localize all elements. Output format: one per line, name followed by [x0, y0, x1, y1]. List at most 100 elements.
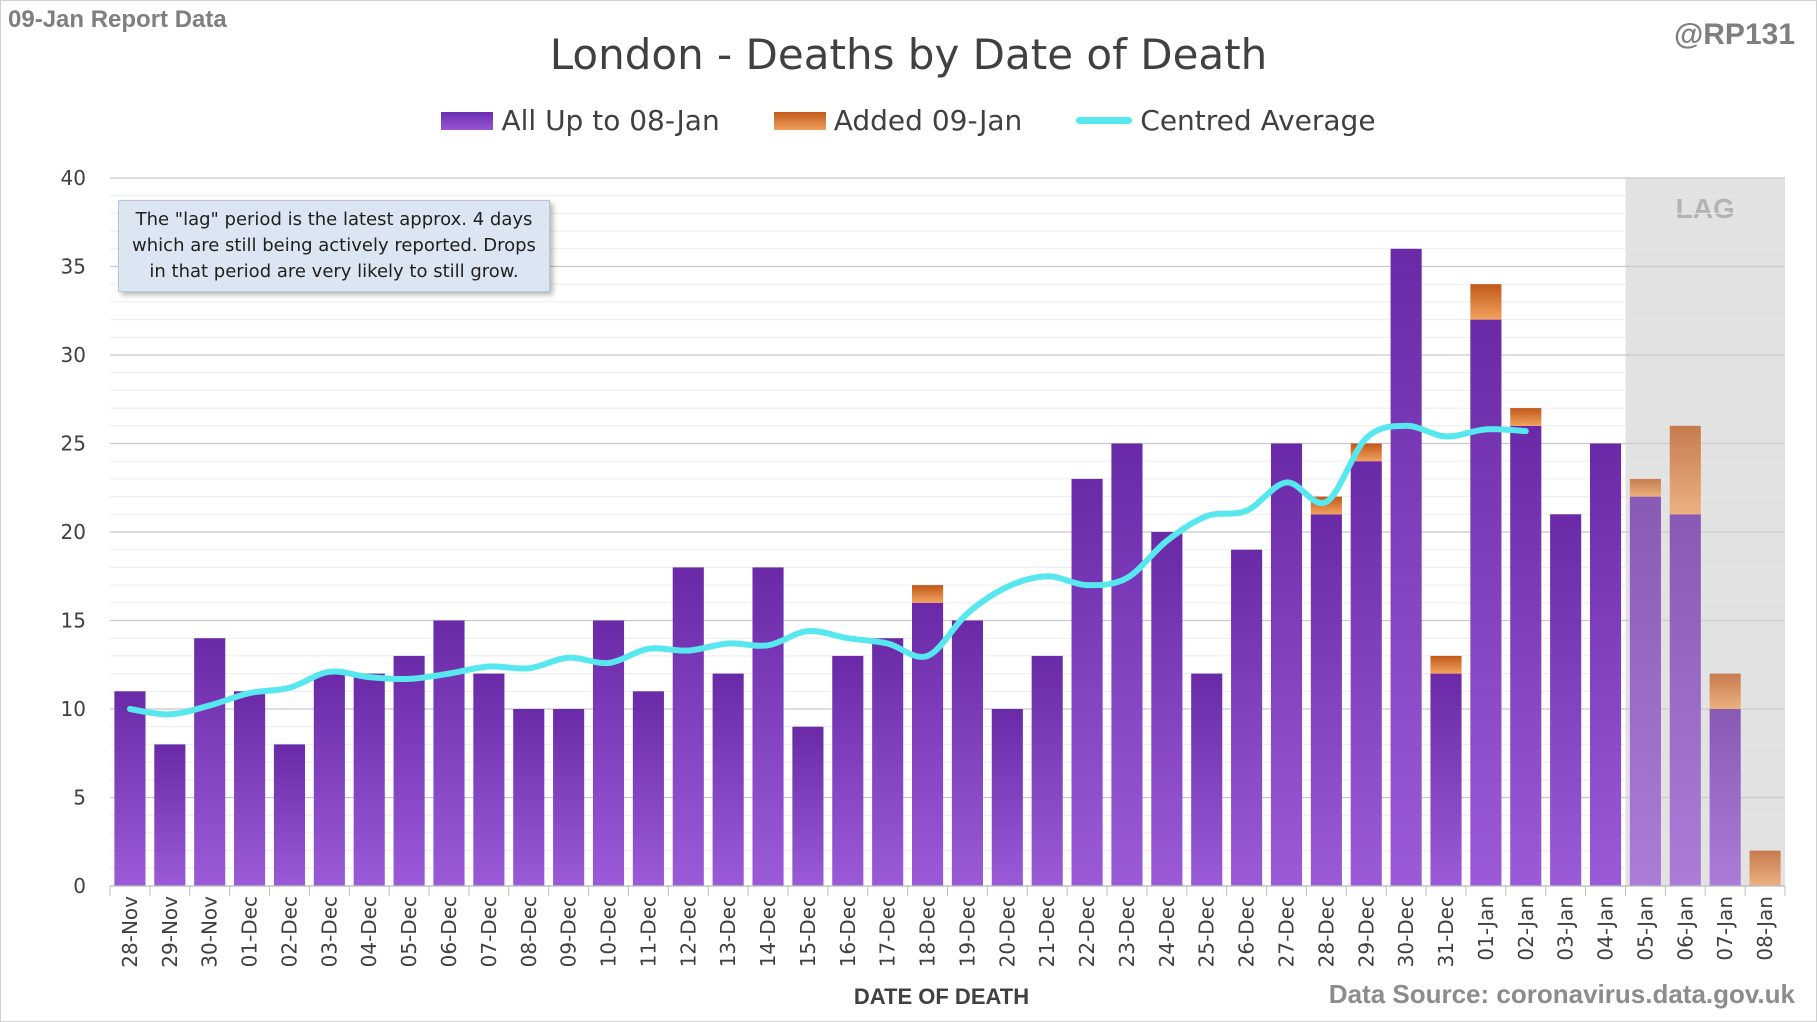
x-tick-label: 14-Dec [756, 896, 780, 967]
x-tick-label: 01-Dec [238, 896, 262, 967]
bar-all-24-Dec [1151, 532, 1183, 886]
x-tick-label: 31-Dec [1434, 896, 1458, 967]
bar-all-30-Dec [1390, 248, 1422, 887]
bar-all-23-Dec [1111, 443, 1143, 886]
x-tick-label: 09-Dec [557, 896, 581, 967]
bar-all-01-Dec [234, 691, 266, 886]
lag-note: The "lag" period is the latest approx. 4… [118, 200, 550, 292]
y-tick-label: 15 [61, 609, 86, 633]
bar-all-15-Dec [792, 726, 824, 886]
legend-swatch-purple [441, 111, 494, 130]
x-tick-label: 03-Dec [317, 896, 341, 967]
x-tick-label: 07-Jan [1713, 896, 1737, 961]
legend-item-all: All Up to 08-Jan [441, 104, 720, 137]
legend-swatch-line [1076, 117, 1133, 124]
bar-added-31-Dec [1430, 655, 1462, 674]
x-tick-label: 26-Dec [1235, 896, 1259, 967]
x-tick-label: 24-Dec [1155, 896, 1179, 967]
bar-all-02-Dec [273, 744, 306, 886]
bar-all-19-Dec [951, 620, 983, 886]
bar-all-26-Dec [1231, 549, 1263, 886]
x-tick-label: 05-Jan [1633, 896, 1657, 961]
bar-all-13-Dec [712, 673, 744, 886]
y-tick-label: 20 [61, 520, 86, 544]
x-tick-label: 04-Dec [357, 896, 381, 967]
centred-average-line [126, 422, 1529, 718]
x-tick-label: 10-Dec [597, 896, 621, 967]
bar-all-30-Nov [194, 638, 226, 886]
x-tick-label: 08-Dec [517, 896, 541, 967]
bar-all-29-Nov [154, 744, 186, 886]
x-tick-label: 28-Dec [1314, 896, 1338, 967]
x-tick-label: 01-Jan [1474, 896, 1498, 961]
bar-added-01-Jan [1470, 284, 1502, 320]
x-tick-label: 25-Dec [1195, 896, 1219, 967]
x-tick-label: 29-Nov [158, 896, 182, 968]
x-tick-label: 19-Dec [955, 896, 979, 967]
bar-all-16-Dec [832, 655, 864, 886]
y-tick-label: 10 [61, 697, 86, 721]
author-handle: @RP131 [1674, 18, 1795, 51]
bar-all-28-Dec [1310, 514, 1342, 886]
bar-all-12-Dec [672, 567, 704, 886]
x-tick-label: 30-Nov [198, 896, 222, 968]
legend-swatch-orange [773, 111, 826, 130]
x-tick-label: 08-Jan [1753, 896, 1777, 961]
lag-label: LAG [1676, 193, 1735, 224]
report-label: 09-Jan Report Data [8, 6, 227, 33]
bar-all-05-Jan [1629, 496, 1661, 886]
legend-label-average: Centred Average [1140, 104, 1376, 137]
bar-all-11-Dec [632, 691, 664, 886]
bar-added-06-Jan [1669, 425, 1701, 515]
x-tick-label: 02-Dec [277, 896, 301, 967]
x-tick-label: 28-Nov [118, 896, 142, 968]
x-tick-label: 21-Dec [1035, 896, 1059, 967]
bar-all-08-Dec [513, 709, 545, 886]
y-tick-label: 30 [61, 343, 86, 367]
x-tick-label: 18-Dec [916, 896, 940, 967]
bar-all-14-Dec [752, 567, 784, 886]
y-tick-label: 35 [61, 255, 86, 279]
x-tick-label: 17-Dec [876, 896, 900, 967]
y-tick-label: 5 [73, 786, 86, 810]
y-tick-label: 25 [61, 432, 86, 456]
data-source: Data Source: coronavirus.data.gov.uk [1328, 979, 1795, 1009]
bar-all-25-Dec [1191, 673, 1223, 886]
bar-all-05-Dec [393, 655, 425, 886]
bar-all-04-Jan [1589, 443, 1622, 886]
bar-all-02-Jan [1510, 425, 1542, 886]
bar-all-29-Dec [1350, 461, 1382, 886]
bar-added-02-Jan [1510, 408, 1542, 426]
y-tick-label: 40 [61, 166, 86, 190]
bar-added-08-Jan [1749, 850, 1781, 886]
legend-label-added: Added 09-Jan [833, 104, 1023, 137]
x-tick-label: 06-Dec [437, 896, 461, 967]
x-tick-label: 05-Dec [397, 896, 421, 967]
bar-all-27-Dec [1270, 443, 1303, 886]
bar-all-06-Jan [1669, 514, 1701, 886]
bar-all-06-Dec [433, 620, 465, 886]
x-tick-label: 30-Dec [1394, 896, 1418, 967]
legend-item-average: Centred Average [1076, 104, 1376, 137]
x-tick-label: 23-Dec [1115, 896, 1139, 967]
x-tick-label: 15-Dec [796, 896, 820, 967]
bar-all-22-Dec [1071, 478, 1103, 886]
chart-title: London - Deaths by Date of Death [549, 30, 1268, 79]
bar-all-07-Dec [473, 673, 505, 886]
bar-all-21-Dec [1031, 655, 1063, 886]
bar-all-09-Dec [553, 709, 585, 886]
x-tick-label: 27-Dec [1274, 896, 1298, 967]
bar-all-03-Dec [313, 673, 345, 886]
bar-all-17-Dec [872, 638, 904, 886]
lag-overlay [1625, 178, 1785, 886]
bar-all-28-Nov [114, 691, 146, 886]
bar-added-07-Jan [1709, 673, 1741, 709]
x-tick-label: 22-Dec [1075, 896, 1099, 967]
x-tick-label: 07-Dec [477, 896, 501, 967]
x-tick-label: 12-Dec [676, 896, 700, 967]
x-tick-label: 29-Dec [1354, 896, 1378, 967]
legend-label-all: All Up to 08-Jan [501, 104, 720, 137]
bar-all-31-Dec [1430, 673, 1462, 886]
x-tick-label: 03-Jan [1554, 896, 1578, 961]
